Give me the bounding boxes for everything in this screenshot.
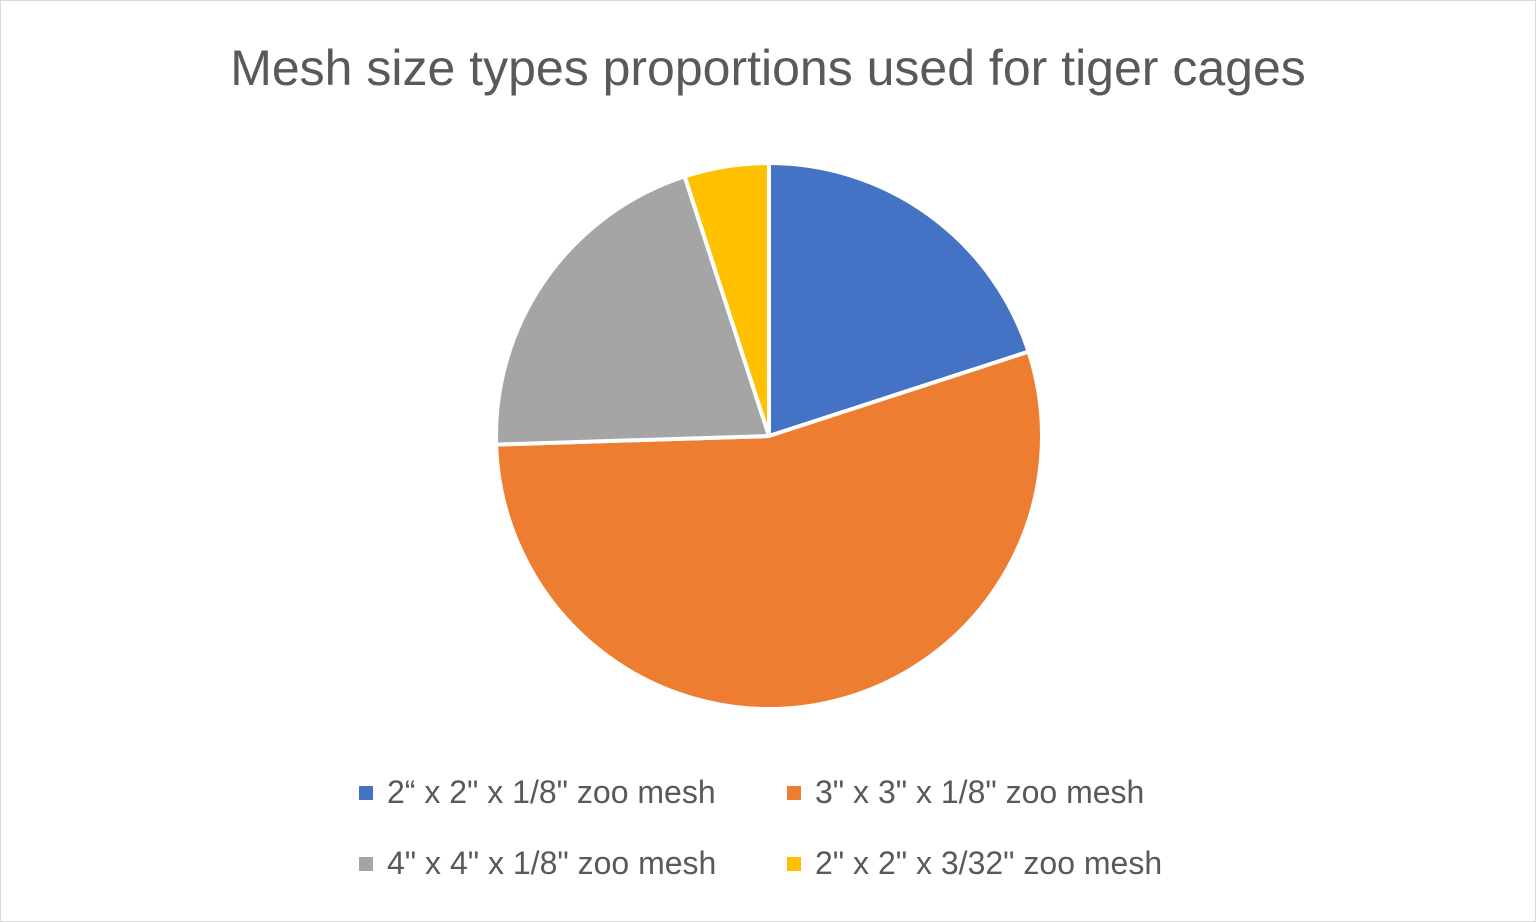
legend-item: 4" x 4" x 1/8" zoo mesh	[359, 845, 716, 882]
legend-label: 4" x 4" x 1/8" zoo mesh	[387, 845, 717, 881]
legend-item: 3" x 3" x 1/8" zoo mesh	[787, 774, 1144, 811]
legend-label: 3" x 3" x 1/8" zoo mesh	[815, 774, 1145, 810]
chart-title: Mesh size types proportions used for tig…	[230, 40, 1306, 96]
legend-item: 2“ x 2" x 1/8" zoo mesh	[359, 774, 716, 811]
pie-slice-4	[682, 161, 771, 438]
legend-swatch	[359, 785, 373, 800]
pie-slice-1	[767, 161, 1031, 438]
legend-label: 2“ x 2" x 1/8" zoo mesh	[387, 774, 716, 810]
legend-swatch	[359, 856, 373, 871]
legend-swatch	[787, 856, 801, 871]
pie-slice-3	[494, 174, 771, 447]
legend-swatch	[787, 785, 801, 800]
legend-item: 2" x 2" x 3/32" zoo mesh	[787, 845, 1162, 882]
legend-label: 2" x 2" x 3/32" zoo mesh	[815, 845, 1163, 881]
